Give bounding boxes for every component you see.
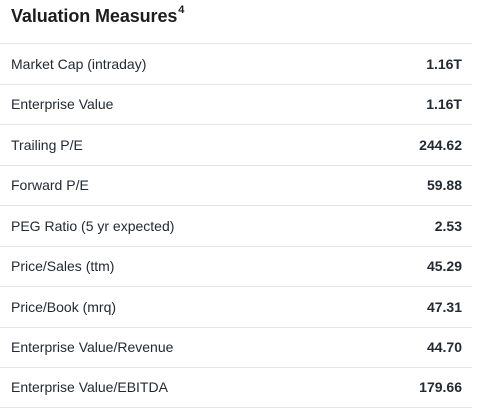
row-label: Enterprise Value/EBITDA (11, 379, 168, 396)
row-label: Forward P/E (11, 177, 89, 194)
row-label: Enterprise Value (11, 96, 114, 113)
section-title-text: Valuation Measures (11, 6, 178, 26)
section-title: Valuation Measures4 (11, 4, 185, 27)
row-label: Market Cap (intraday) (11, 55, 147, 72)
table-row: Trailing P/E 244.62 (0, 124, 472, 165)
row-value: 244.62 (419, 136, 462, 153)
title-footnote-link[interactable]: 4 (178, 4, 185, 16)
row-label: Trailing P/E (11, 136, 83, 153)
table-row: Enterprise Value/Revenue 44.70 (0, 326, 472, 368)
table-row: PEG Ratio (5 yr expected) 2.53 (0, 205, 472, 246)
row-value: 59.88 (426, 177, 462, 194)
table-row: Price/Book (mrq) 47.31 (0, 286, 472, 327)
row-value: 1.16T (426, 55, 462, 72)
row-label: Price/Sales (ttm) (11, 258, 115, 275)
table-row: Enterprise Value/EBITDA 179.66 (0, 367, 472, 408)
table-row: Market Cap (intraday) 1.16T (0, 43, 472, 84)
row-value: 44.70 (426, 339, 462, 356)
row-value: 2.53 (434, 217, 462, 234)
valuation-table: Market Cap (intraday) 1.16T Enterprise V… (0, 43, 472, 408)
row-label: PEG Ratio (5 yr expected) (11, 217, 175, 234)
table-row: Price/Sales (ttm) 45.29 (0, 245, 472, 287)
table-row: Forward P/E 59.88 (0, 164, 472, 206)
row-label: Price/Book (mrq) (11, 298, 117, 315)
row-value: 1.16T (426, 96, 462, 113)
table-row: Enterprise Value 1.16T (0, 83, 472, 125)
row-value: 45.29 (426, 258, 462, 275)
row-value: 179.66 (419, 379, 462, 396)
row-label: Enterprise Value/Revenue (11, 339, 174, 356)
row-value: 47.31 (426, 298, 462, 315)
